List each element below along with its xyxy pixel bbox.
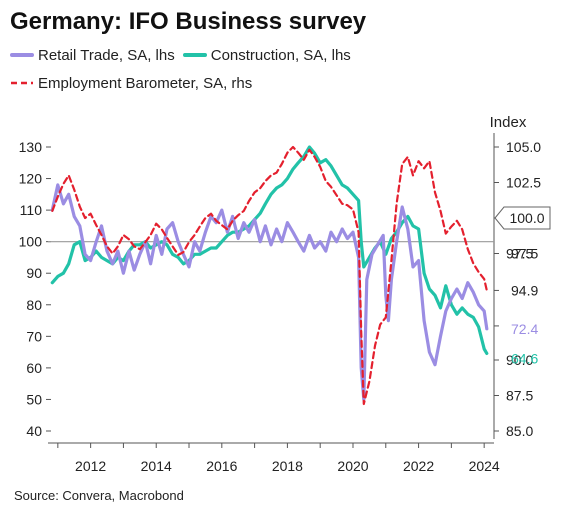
retail-trade-line [50, 183, 489, 401]
legend-item-retail: Retail Trade, SA, lhs [10, 47, 175, 64]
source-note: Source: Convera, Macrobond [14, 488, 184, 503]
chart-title: Germany: IFO Business survey [10, 8, 367, 35]
y-right-tick-label: 87.5 [506, 388, 533, 404]
y-left-tick-label: 40 [26, 423, 42, 439]
legend-label-retail: Retail Trade, SA, lhs [38, 46, 175, 64]
x-tick-label: 2018 [272, 458, 303, 474]
retail-end-label: 72.4 [511, 321, 538, 337]
y-right-tick-label-97: 97.5 [511, 246, 538, 262]
y-left-tick-label: 80 [26, 297, 42, 313]
y-left-tick-label: 100 [19, 234, 43, 250]
legend-item-construction: Construction, SA, lhs [182, 46, 351, 64]
legend-label-employment: Employment Barometer, SA, rhs [38, 74, 253, 92]
y-right-tick-label: 90.0 [506, 352, 533, 368]
x-tick-label: 2020 [337, 458, 368, 474]
legend-swatch-construction [182, 53, 207, 57]
x-tick-label: 2012 [75, 458, 106, 474]
x-tick-label: 2024 [469, 458, 500, 474]
y-right-tick-label: 85.0 [506, 423, 533, 439]
legend-row-2: Employment Barometer, SA, rhs [10, 73, 260, 93]
y-left-tick-label: 120 [19, 171, 43, 187]
legend-item-employment: Employment Barometer, SA, rhs [10, 75, 252, 92]
x-tick-label: 2014 [141, 458, 172, 474]
construction-end-label: 64.6 [511, 350, 538, 366]
legend-swatch-employment [11, 81, 33, 85]
x-tick-label: 2022 [403, 458, 434, 474]
callout-box-100 [494, 206, 551, 230]
y-left-tick-label: 90 [26, 265, 42, 281]
legend-row-1: Retail Trade, SA, lhs Construction, SA, … [10, 45, 359, 65]
y-left-tick-label: 110 [20, 202, 43, 218]
employment-end-label: 94.9 [511, 282, 538, 298]
legend-label-construction: Construction, SA, lhs [210, 46, 351, 64]
y-right-tick-label: 105.0 [506, 139, 541, 155]
y-left-tick-label: 70 [26, 328, 42, 344]
y-right-tick-label: 102.5 [506, 175, 541, 191]
legend-swatch-retail [10, 53, 34, 57]
y-left-tick-label: 130 [19, 139, 43, 155]
y-left-tick-label: 60 [26, 360, 42, 376]
y-right-tick-label: 97.5 [506, 246, 533, 262]
y-right-axis-title: Index [490, 114, 527, 131]
employment-barometer-line [51, 145, 488, 406]
x-tick-label: 2016 [206, 458, 237, 474]
callout-label-100: 100.0 [509, 210, 544, 226]
y-left-tick-label: 50 [26, 391, 42, 407]
